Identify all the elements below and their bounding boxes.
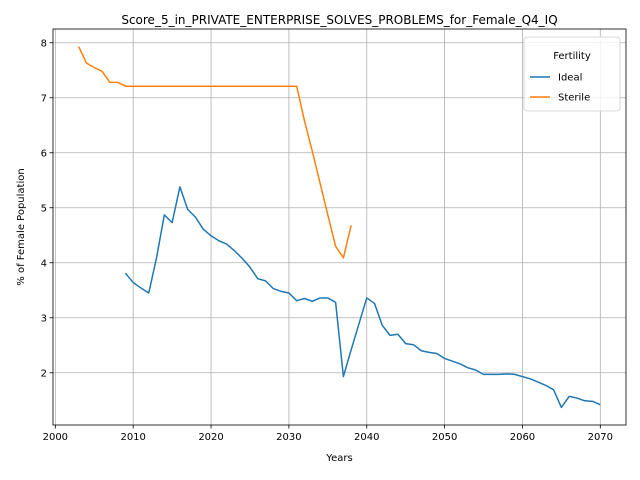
chart-title: Score_5_in_PRIVATE_ENTERPRISE_SOLVES_PRO… <box>121 13 557 27</box>
series-line-sterile <box>78 46 352 259</box>
y-tick-label: 4 <box>41 258 47 269</box>
legend-box <box>523 36 621 112</box>
x-tick-label: 2000 <box>43 432 68 443</box>
plot-frame <box>52 28 627 426</box>
x-tick-label: 2020 <box>198 432 223 443</box>
y-tick-label: 2 <box>41 368 47 379</box>
legend-label-sterile: Sterile <box>558 93 590 104</box>
series-line-ideal <box>124 186 601 409</box>
y-tick-label: 7 <box>41 93 47 104</box>
y-tick-label: 6 <box>41 148 47 159</box>
legend-title: Fertility <box>553 51 591 62</box>
legend-label-ideal: Ideal <box>558 73 582 84</box>
y-tick-label: 5 <box>41 203 47 214</box>
x-axis-label: Years <box>325 453 352 464</box>
x-tick-label: 2010 <box>120 432 145 443</box>
x-tick-label: 2050 <box>432 432 457 443</box>
y-axis-label: % of Female Population <box>16 168 27 285</box>
series-lines <box>78 46 601 409</box>
x-tick-label: 2060 <box>510 432 535 443</box>
x-tick-label: 2070 <box>588 432 613 443</box>
y-tick-label: 8 <box>41 38 47 49</box>
x-tick-label: 2040 <box>354 432 379 443</box>
y-tick-label: 3 <box>41 313 47 324</box>
x-tick-label: 2030 <box>276 432 301 443</box>
legend: Fertility Ideal Sterile <box>523 36 621 112</box>
axis-ticks: 2000 2010 2020 2030 2040 2050 2060 2070 2 3 4 5 6 7 8 <box>41 38 613 443</box>
